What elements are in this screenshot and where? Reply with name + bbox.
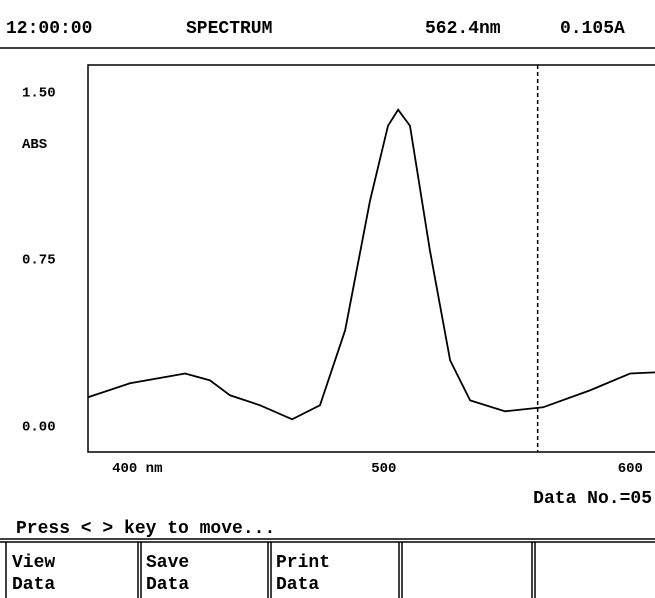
plot-frame [87, 64, 655, 453]
x-tick-label: 500 [371, 461, 396, 477]
absorbance: 0.105A [560, 19, 625, 39]
y-tick-label: 0.75 [22, 253, 56, 269]
button-dividers [5, 542, 536, 598]
button-label[interactable]: Data [276, 575, 319, 595]
button-label[interactable]: Save [146, 553, 189, 573]
message: Press < > key to move... [16, 519, 275, 539]
spectrum-line [87, 108, 655, 421]
mode: SPECTRUM [186, 19, 272, 39]
button-label[interactable]: Print [276, 553, 330, 573]
wavelength: 562.4nm [425, 19, 501, 39]
y-axis-label: ABS [22, 137, 47, 153]
y-tick-label: 0.00 [22, 419, 56, 435]
y-tick-label: 1.50 [22, 86, 56, 102]
button-label[interactable]: Data [146, 575, 189, 595]
button-label[interactable]: Data [12, 575, 55, 595]
x-tick-label: 400 nm [112, 461, 162, 477]
button-label[interactable]: View [12, 553, 55, 573]
status: Data No.=05 [533, 489, 652, 509]
time: 12:00:00 [6, 19, 92, 39]
x-tick-label: 600 [618, 461, 643, 477]
